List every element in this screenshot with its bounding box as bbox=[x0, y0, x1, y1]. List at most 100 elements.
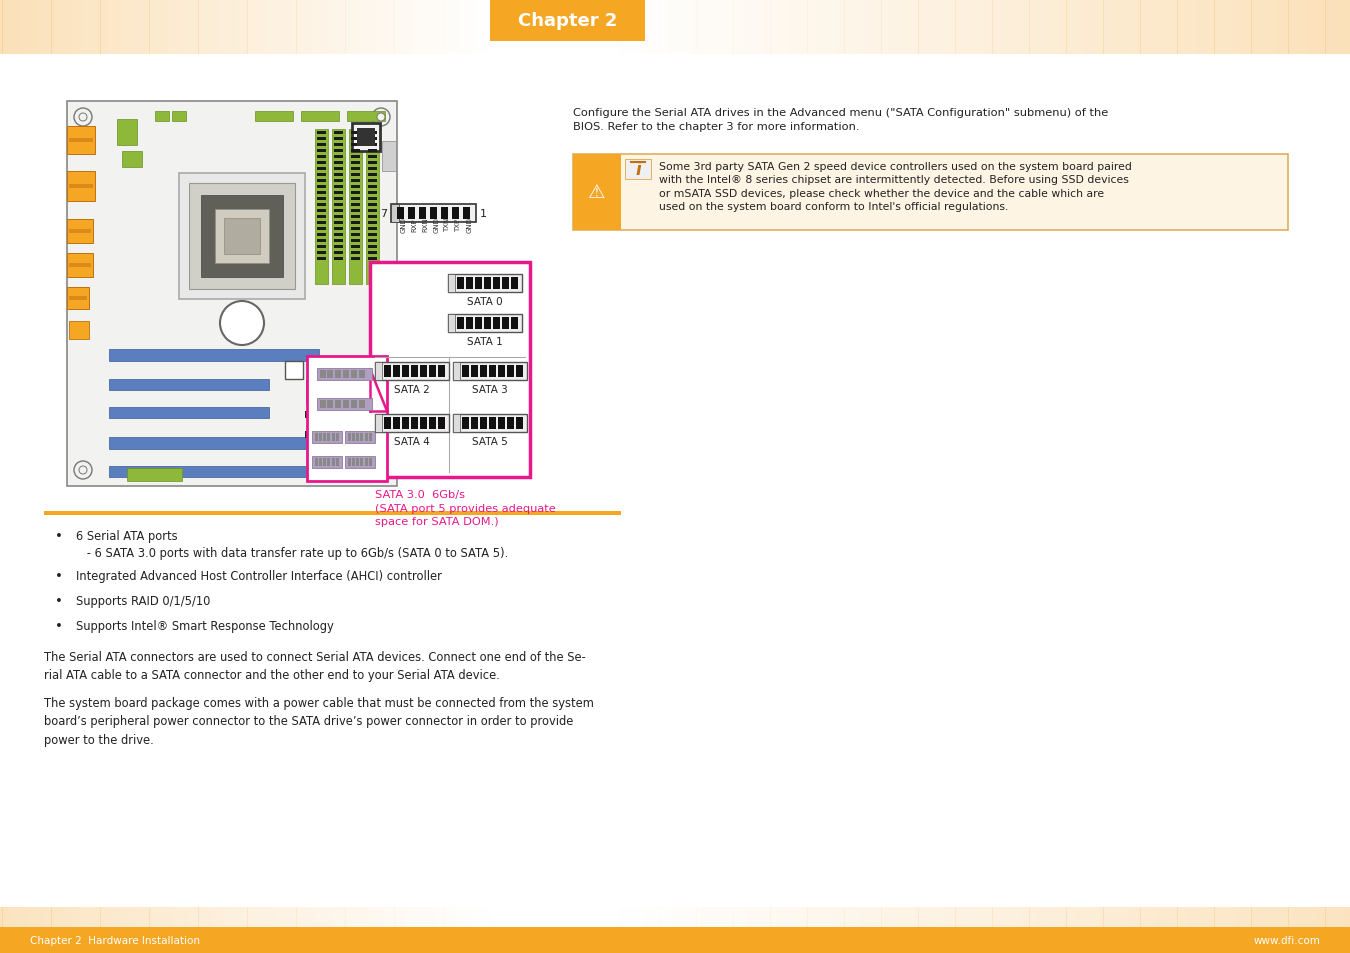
Bar bbox=[774, 907, 778, 953]
Bar bbox=[1285, 0, 1288, 55]
Bar bbox=[258, 907, 259, 953]
Bar bbox=[1270, 907, 1273, 953]
Bar bbox=[716, 0, 718, 55]
Bar bbox=[911, 907, 915, 953]
Bar bbox=[169, 907, 171, 953]
Bar bbox=[332, 130, 346, 285]
Text: Supports Intel® Smart Response Technology: Supports Intel® Smart Response Technolog… bbox=[76, 619, 333, 633]
Bar bbox=[351, 150, 360, 152]
Bar bbox=[204, 907, 205, 953]
Bar bbox=[15, 907, 18, 953]
Bar bbox=[332, 434, 335, 441]
Bar bbox=[315, 130, 328, 285]
Bar bbox=[1022, 0, 1026, 55]
Text: ⚠: ⚠ bbox=[589, 183, 606, 202]
Bar bbox=[111, 0, 113, 55]
Bar bbox=[796, 907, 801, 953]
Bar bbox=[282, 907, 285, 953]
Bar bbox=[431, 208, 437, 220]
Bar bbox=[317, 198, 325, 201]
Bar bbox=[343, 907, 346, 953]
Bar bbox=[34, 0, 36, 55]
Bar bbox=[69, 907, 72, 953]
Bar bbox=[317, 192, 325, 194]
Bar bbox=[667, 0, 671, 55]
Bar bbox=[153, 0, 154, 55]
Bar bbox=[454, 363, 526, 380]
Bar bbox=[12, 907, 15, 953]
Bar bbox=[135, 0, 138, 55]
Bar bbox=[244, 907, 247, 953]
Bar bbox=[317, 150, 325, 152]
Bar bbox=[796, 0, 801, 55]
Bar bbox=[364, 434, 369, 441]
Bar bbox=[475, 317, 482, 330]
Bar bbox=[493, 277, 500, 290]
Bar bbox=[316, 0, 319, 55]
Bar bbox=[1332, 907, 1336, 953]
Bar bbox=[277, 0, 279, 55]
Bar bbox=[309, 907, 312, 953]
Bar bbox=[873, 0, 878, 55]
Bar bbox=[686, 907, 688, 953]
Bar bbox=[351, 198, 360, 201]
Bar bbox=[1292, 907, 1296, 953]
Bar bbox=[333, 180, 343, 183]
Bar bbox=[803, 907, 807, 953]
Bar bbox=[347, 112, 385, 122]
Bar bbox=[352, 124, 379, 152]
Bar bbox=[811, 0, 815, 55]
Bar bbox=[1185, 0, 1188, 55]
Bar bbox=[470, 0, 472, 55]
Bar bbox=[456, 0, 458, 55]
Bar bbox=[625, 160, 651, 180]
Bar bbox=[1100, 0, 1103, 55]
Bar bbox=[369, 144, 377, 147]
Bar bbox=[446, 907, 448, 953]
Bar bbox=[258, 0, 259, 55]
Bar bbox=[1296, 0, 1300, 55]
Bar bbox=[848, 907, 852, 953]
Bar bbox=[788, 907, 792, 953]
Bar bbox=[39, 0, 42, 55]
Bar bbox=[1222, 907, 1226, 953]
Bar bbox=[468, 0, 470, 55]
Bar bbox=[109, 467, 309, 477]
Bar bbox=[262, 907, 265, 953]
Bar bbox=[86, 907, 88, 953]
Bar bbox=[748, 0, 752, 55]
Bar bbox=[1311, 0, 1315, 55]
Bar bbox=[856, 907, 860, 953]
Bar bbox=[76, 907, 78, 953]
Bar bbox=[707, 0, 711, 55]
Bar bbox=[103, 907, 105, 953]
Bar bbox=[844, 0, 848, 55]
Bar bbox=[956, 907, 960, 953]
Bar bbox=[61, 907, 63, 953]
Bar bbox=[120, 0, 123, 55]
Bar bbox=[216, 907, 219, 953]
Bar bbox=[267, 907, 270, 953]
Bar bbox=[306, 356, 387, 481]
Bar bbox=[848, 0, 852, 55]
Bar bbox=[12, 0, 15, 55]
Bar bbox=[952, 0, 956, 55]
Bar bbox=[306, 0, 309, 55]
Bar bbox=[448, 314, 522, 333]
Bar bbox=[1203, 0, 1207, 55]
Bar bbox=[228, 907, 231, 953]
Bar bbox=[350, 130, 362, 285]
Bar bbox=[900, 0, 903, 55]
Bar bbox=[1048, 907, 1052, 953]
Bar bbox=[66, 0, 69, 55]
Bar bbox=[417, 0, 418, 55]
Bar bbox=[57, 907, 59, 953]
Bar bbox=[973, 907, 977, 953]
Bar bbox=[351, 210, 360, 213]
Bar bbox=[981, 907, 985, 953]
Bar bbox=[693, 0, 697, 55]
Bar bbox=[648, 907, 652, 953]
Bar bbox=[652, 0, 656, 55]
Bar bbox=[387, 907, 390, 953]
Bar bbox=[45, 907, 47, 953]
